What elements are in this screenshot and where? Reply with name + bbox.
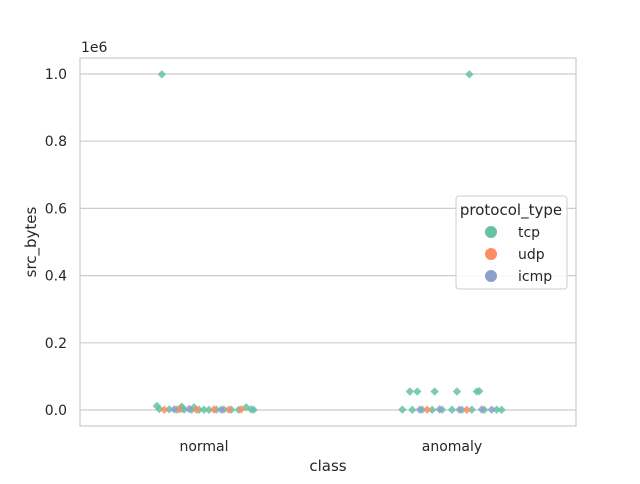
x-tick-labels: normal anomaly	[179, 439, 482, 455]
legend-marker-icmp	[485, 270, 497, 282]
data-point-icmp	[435, 405, 444, 414]
data-point-icmp	[415, 405, 424, 414]
data-point-udp	[209, 405, 219, 414]
data-point-tcp	[475, 386, 484, 396]
legend-marker-udp	[485, 248, 497, 260]
plot-frame	[79, 57, 577, 427]
data-point-tcp	[497, 405, 506, 415]
y-tick-labels: 0.0 0.2 0.4 0.6 0.8 1.0	[45, 67, 67, 419]
legend-label-icmp: icmp	[518, 269, 552, 285]
legend-marker-tcp	[485, 226, 497, 238]
y-tick-label: 0.6	[45, 201, 67, 217]
legend: protocol_type tcp udp icmp	[455, 195, 568, 290]
data-point-icmp	[170, 405, 179, 414]
data-point-tcp	[405, 387, 415, 396]
legend-title: protocol_type	[460, 201, 562, 220]
data-point-udp	[160, 405, 169, 414]
y-tick-label: 1.0	[45, 67, 67, 83]
data-points	[152, 70, 506, 415]
data-point-tcp	[427, 405, 437, 415]
data-point-icmp	[184, 404, 194, 414]
y-offset-label: 1e6	[81, 40, 108, 56]
legend-box	[455, 195, 568, 290]
data-point-icmp	[487, 405, 496, 414]
data-point-tcp	[467, 405, 477, 414]
data-point-tcp	[398, 405, 407, 414]
data-point-udp	[462, 405, 472, 415]
data-point-udp	[423, 405, 432, 414]
y-tick-label: 0.8	[45, 134, 67, 150]
data-point-icmp	[217, 405, 226, 414]
data-point-tcp	[447, 405, 457, 414]
data-point-icmp	[455, 405, 464, 414]
y-tick-label: 0.2	[45, 336, 67, 352]
data-point-tcp	[165, 405, 174, 414]
data-point-tcp	[430, 387, 439, 396]
data-point-icmp	[477, 405, 486, 414]
y-tick-label: 0.0	[45, 403, 67, 419]
x-tick-label: normal	[179, 439, 228, 455]
data-point-tcp	[249, 405, 258, 415]
y-axis-label: src_bytes	[22, 206, 41, 277]
data-point-tcp	[204, 405, 214, 415]
legend-entries: tcp udp icmp	[485, 225, 552, 285]
data-point-tcp	[199, 405, 209, 414]
data-point-tcp	[408, 405, 417, 415]
data-point-tcp	[413, 387, 422, 396]
x-tick-label: anomaly	[422, 439, 482, 455]
data-point-tcp	[179, 405, 189, 414]
data-point-udp	[237, 405, 246, 414]
y-tick-label: 0.4	[45, 269, 67, 285]
x-axis-label: class	[309, 457, 346, 475]
legend-label-udp: udp	[518, 247, 545, 263]
data-point-tcp	[157, 70, 167, 79]
data-point-udp	[192, 405, 201, 414]
data-point-udp	[224, 405, 233, 414]
data-point-tcp	[155, 404, 164, 414]
data-point-tcp	[492, 405, 501, 414]
data-point-tcp	[452, 387, 462, 396]
data-point-tcp	[465, 70, 474, 79]
legend-label-tcp: tcp	[518, 225, 540, 241]
data-point-udp	[175, 405, 184, 414]
